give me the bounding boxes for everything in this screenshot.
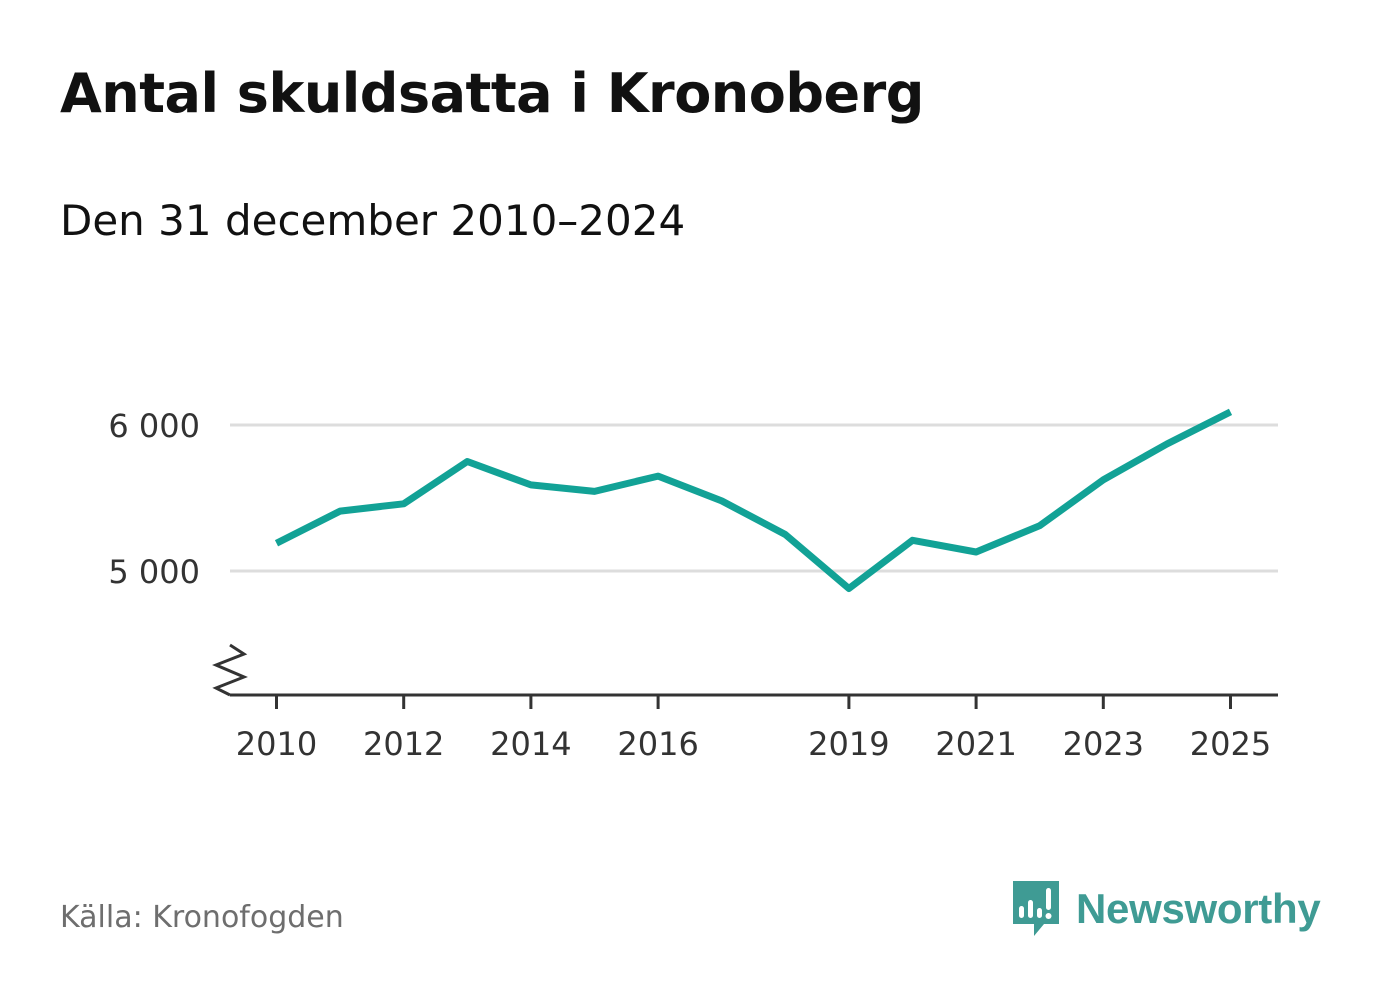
newsworthy-logo-icon xyxy=(1013,881,1059,936)
x-tick-label: 2012 xyxy=(363,725,444,763)
x-tick-label: 2016 xyxy=(617,725,698,763)
brand-logo: Newsworthy xyxy=(1010,878,1321,940)
brand-name: Newsworthy xyxy=(1076,885,1321,932)
x-tick-label: 2019 xyxy=(808,725,889,763)
x-tick-label: 2025 xyxy=(1190,725,1271,763)
axis-break-icon xyxy=(212,643,248,697)
series-line xyxy=(274,408,1233,592)
chart-subtitle: Den 31 december 2010–2024 xyxy=(60,196,686,245)
y-tick-label: 6 000 xyxy=(108,407,200,445)
chart-title: Antal skuldsatta i Kronoberg xyxy=(60,62,924,125)
x-tick-label: 2014 xyxy=(490,725,571,763)
source-note: Källa: Kronofogden xyxy=(60,900,344,935)
x-tick-label: 2010 xyxy=(236,725,317,763)
y-tick-label: 5 000 xyxy=(108,553,200,591)
x-tick-label: 2021 xyxy=(935,725,1016,763)
x-tick-label: 2023 xyxy=(1063,725,1144,763)
